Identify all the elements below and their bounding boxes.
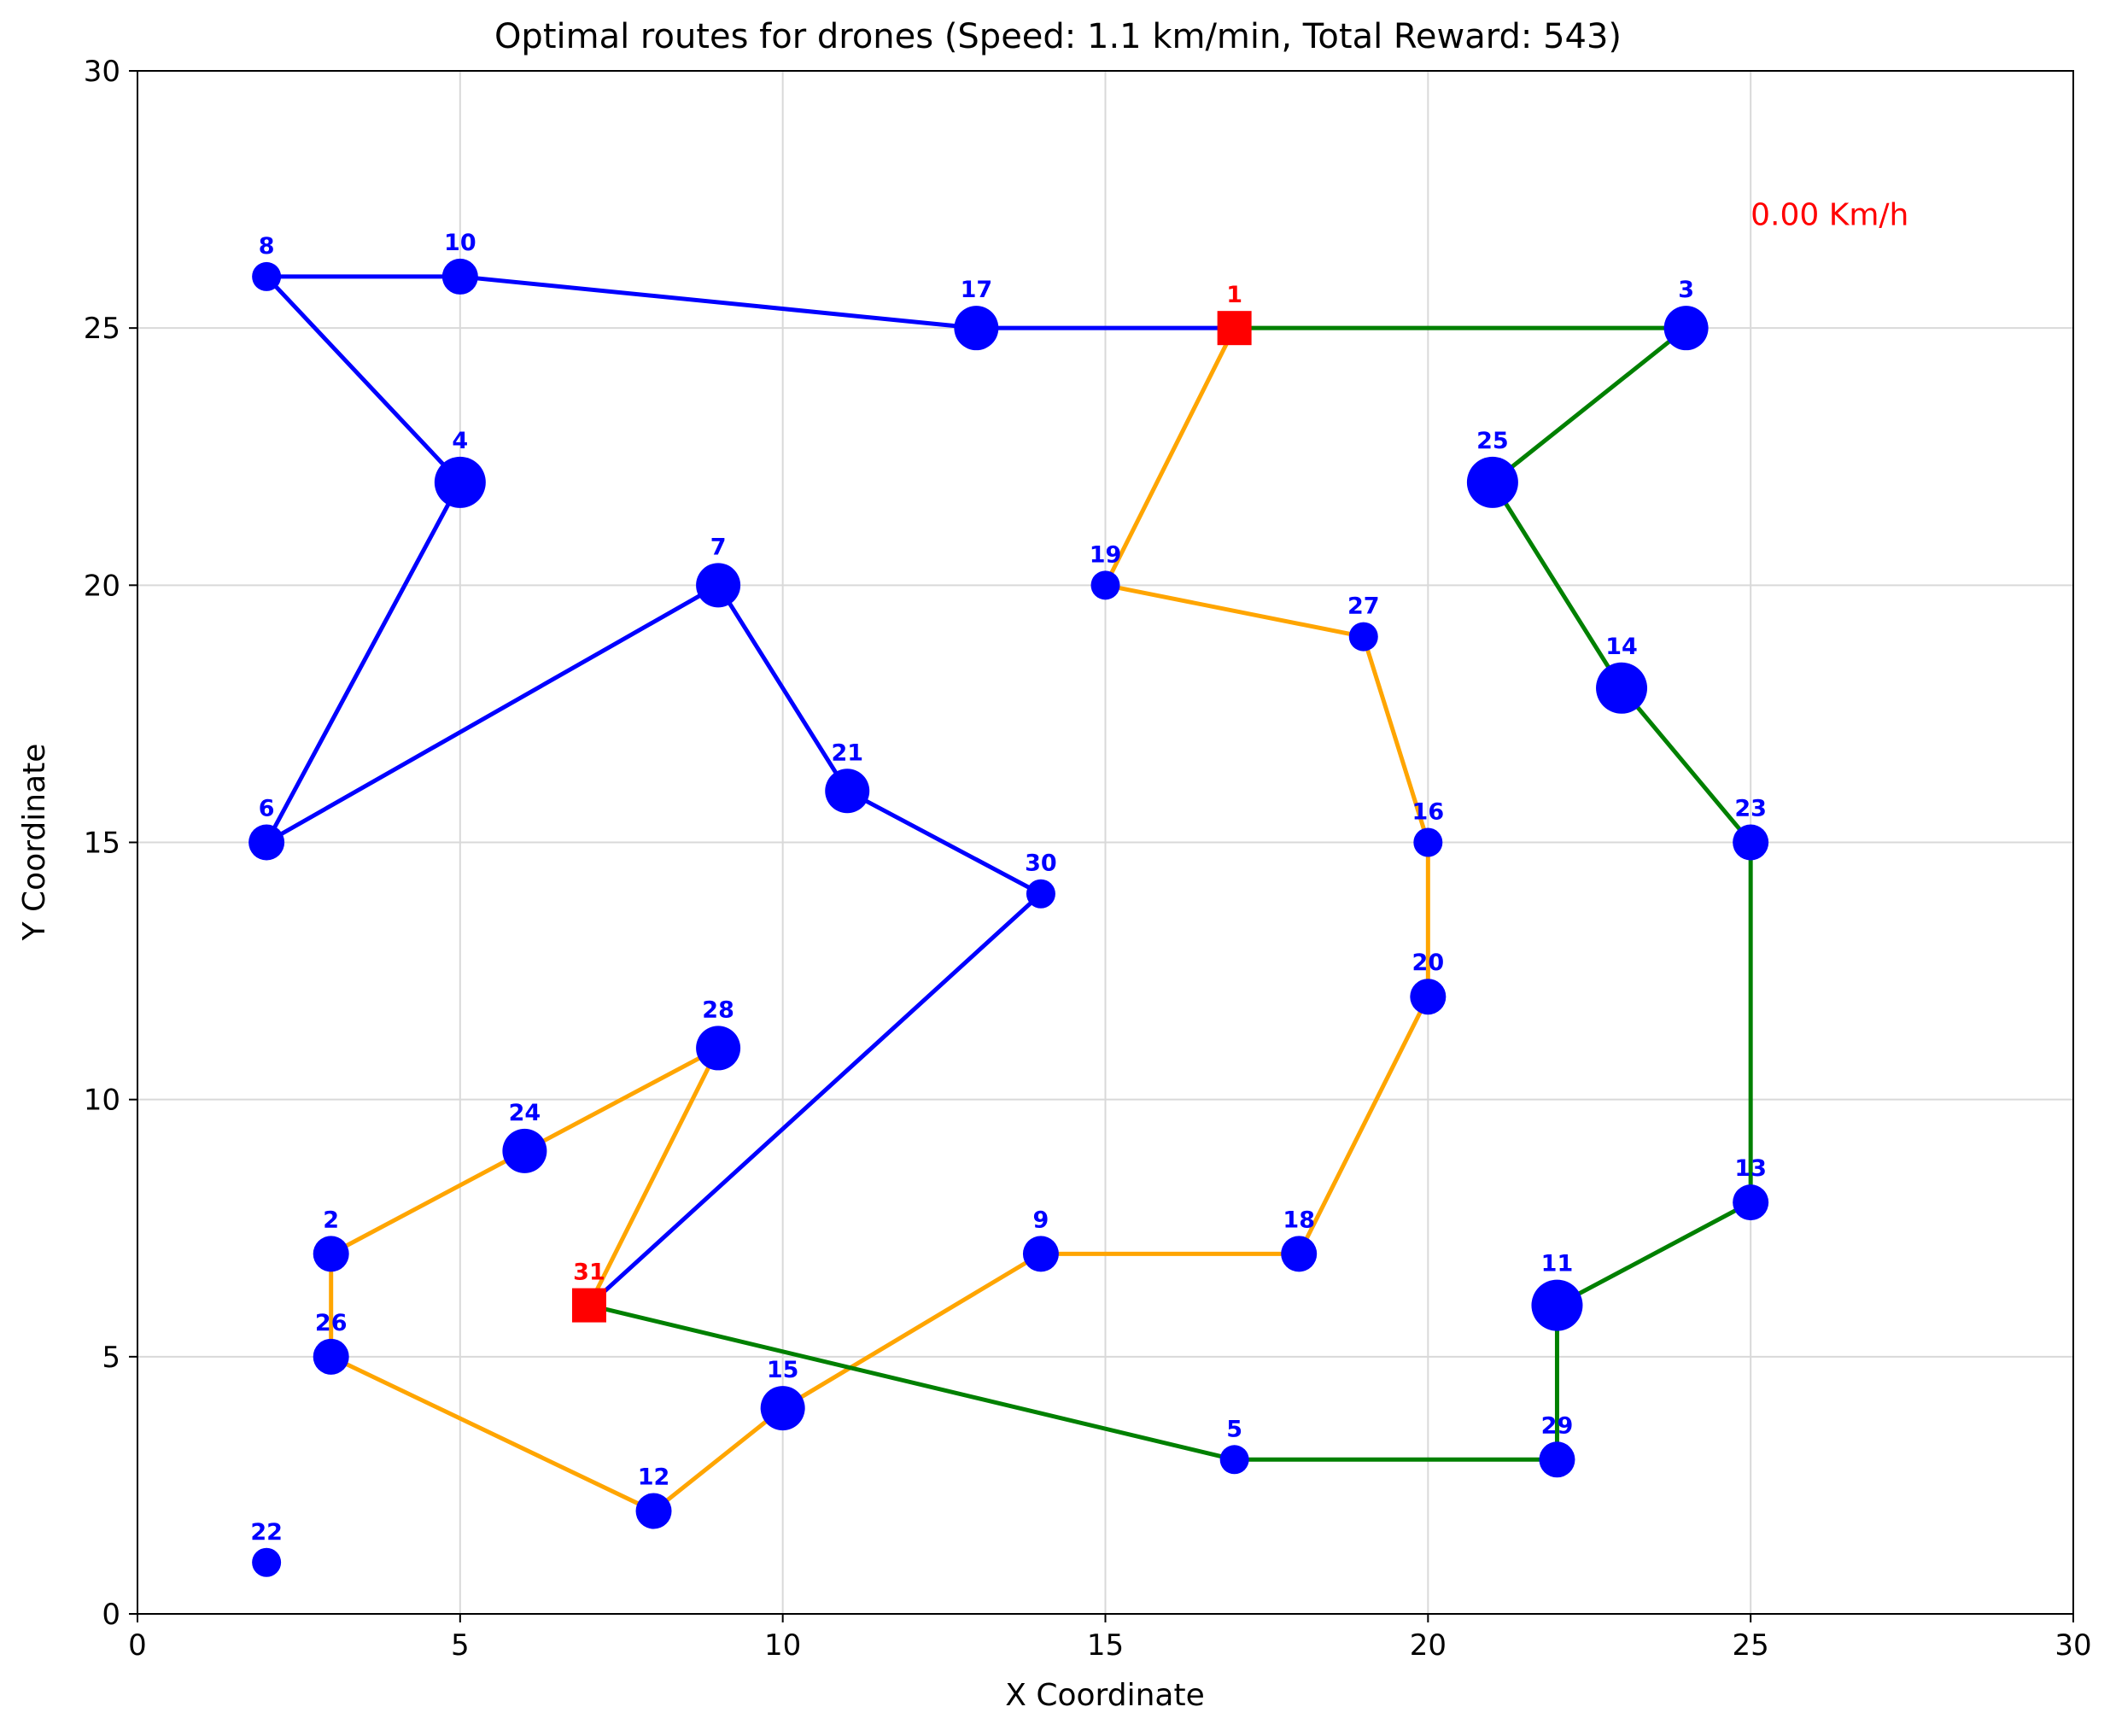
node-label-20: 20	[1412, 950, 1445, 976]
node-label-19: 19	[1090, 541, 1122, 568]
node-marker-20	[1410, 979, 1447, 1015]
node-marker-28	[696, 1026, 741, 1071]
node-labels: 1234567891011121314151617181920212223242…	[250, 230, 1767, 1546]
node-label-1: 1	[1226, 282, 1242, 308]
node-label-9: 9	[1033, 1207, 1049, 1233]
y-tick-label-20: 20	[84, 569, 120, 603]
x-tick-label-10: 10	[764, 1628, 801, 1663]
y-tick-label-5: 5	[102, 1341, 120, 1375]
y-tick-label-10: 10	[84, 1084, 120, 1118]
node-marker-26	[313, 1338, 349, 1375]
node-label-13: 13	[1734, 1155, 1767, 1182]
node-label-15: 15	[767, 1357, 799, 1383]
node-label-16: 16	[1412, 799, 1445, 826]
node-marker-11	[1531, 1279, 1583, 1331]
node-marker-15	[760, 1386, 805, 1431]
node-marker-12	[635, 1493, 672, 1529]
node-marker-5	[1219, 1445, 1249, 1475]
node-marker-4	[434, 456, 486, 508]
node-label-29: 29	[1541, 1412, 1574, 1439]
y-tick-label-0: 0	[102, 1598, 120, 1632]
node-label-3: 3	[1678, 277, 1694, 303]
node-marker-27	[1348, 622, 1378, 652]
node-marker-21	[825, 769, 870, 814]
node-label-22: 22	[250, 1519, 283, 1546]
node-label-23: 23	[1734, 796, 1767, 822]
y-tick-label-30: 30	[84, 55, 120, 89]
node-label-5: 5	[1226, 1416, 1242, 1442]
node-marker-18	[1281, 1236, 1318, 1272]
node-label-31: 31	[573, 1260, 605, 1286]
x-tick-label-30: 30	[2054, 1628, 2091, 1663]
node-label-21: 21	[831, 739, 863, 766]
node-label-10: 10	[444, 230, 476, 256]
node-marker-14	[1596, 662, 1648, 714]
node-marker-30	[1026, 879, 1055, 909]
x-tick-label-20: 20	[1410, 1628, 1447, 1663]
x-axis-label: X Coordinate	[1005, 1678, 1204, 1713]
node-marker-25	[1466, 456, 1518, 508]
node-marker-17	[954, 306, 999, 351]
node-label-25: 25	[1476, 428, 1509, 454]
node-label-28: 28	[702, 997, 734, 1023]
node-label-17: 17	[961, 277, 993, 303]
node-marker-8	[252, 261, 282, 291]
x-tick-label-25: 25	[1733, 1628, 1769, 1663]
node-marker-16	[1413, 827, 1443, 857]
chart-title: Optimal routes for drones (Speed: 1.1 km…	[494, 17, 1622, 56]
node-marker-7	[696, 563, 741, 608]
node-marker-6	[248, 824, 285, 861]
node-marker-24	[502, 1128, 547, 1173]
node-marker-22	[252, 1547, 282, 1577]
x-tick-label-0: 0	[128, 1628, 147, 1663]
node-marker-19	[1090, 570, 1120, 600]
node-label-24: 24	[509, 1100, 541, 1126]
node-label-18: 18	[1283, 1207, 1315, 1233]
speed-readout: 0.00 Km/h	[1751, 198, 1908, 233]
node-marker-23	[1733, 824, 1769, 861]
node-label-7: 7	[710, 534, 727, 560]
route-nodes	[248, 258, 1769, 1577]
node-label-6: 6	[259, 796, 275, 822]
y-tick-label-25: 25	[84, 312, 120, 346]
node-marker-2	[313, 1236, 349, 1272]
node-label-8: 8	[259, 233, 275, 260]
x-tick-label-15: 15	[1087, 1628, 1124, 1663]
node-label-30: 30	[1025, 850, 1057, 877]
y-tick-label-15: 15	[84, 827, 120, 861]
x-tick-label-5: 5	[451, 1628, 470, 1663]
node-label-27: 27	[1347, 593, 1380, 620]
route-lines	[264, 274, 1753, 1514]
route-line-1	[264, 274, 1235, 1307]
route-line-3	[588, 325, 1753, 1462]
grid-lines	[137, 70, 2074, 1615]
depot-marker-31	[571, 1288, 606, 1323]
y-axis-label: Y Coordinate	[17, 744, 52, 942]
node-label-14: 14	[1605, 634, 1638, 660]
node-label-26: 26	[315, 1310, 348, 1336]
node-label-2: 2	[323, 1207, 339, 1233]
node-marker-10	[441, 258, 478, 295]
route-line-2	[329, 327, 1430, 1514]
node-label-12: 12	[638, 1464, 670, 1491]
depot-marker-1	[1217, 311, 1252, 346]
node-marker-9	[1022, 1236, 1059, 1272]
node-label-11: 11	[1541, 1251, 1574, 1277]
node-marker-29	[1539, 1441, 1575, 1478]
node-marker-3	[1663, 306, 1709, 351]
node-marker-13	[1733, 1184, 1769, 1221]
node-label-4: 4	[452, 428, 468, 454]
